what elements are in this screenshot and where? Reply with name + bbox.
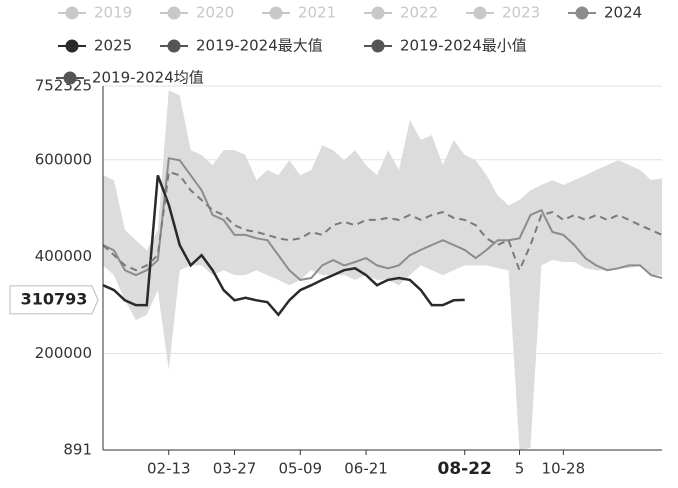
legend-label: 2019-2024最大值 [196,37,323,55]
legend-marker [65,6,79,20]
x-tick-label: 5 [515,460,525,478]
legend-marker [371,39,385,53]
legend-item[interactable]: 2019-2024最小值 [364,37,527,55]
legend-item[interactable]: 2019-2024均值 [56,69,204,87]
legend-label: 2022 [400,4,438,22]
legend-item[interactable]: 2020 [160,4,234,22]
x-tick-label: 10-28 [542,460,586,478]
y-tick-label: 891 [63,441,92,459]
x-tick-label: 06-21 [344,460,388,478]
y-tick-label: 600000 [35,150,92,168]
legend-label: 2020 [196,4,234,22]
legend-marker [371,6,385,20]
legend-marker [269,6,283,20]
x-tick-label: 03-27 [213,460,257,478]
series-line [102,170,663,273]
series-line [102,174,465,317]
legend-label: 2025 [94,37,132,55]
y-tick-label: 400000 [35,247,92,265]
legend-marker [167,39,181,53]
range-band [103,90,662,450]
legend-label: 2023 [502,4,540,22]
legend-item[interactable]: 2025 [58,37,132,55]
x-tick-label: 05-09 [278,460,322,478]
legend-marker [63,71,77,85]
legend-item[interactable]: 2023 [466,4,540,22]
x-tick-label: 02-13 [147,460,191,478]
legend-label: 2021 [298,4,336,22]
series-line [102,157,663,281]
axis-pointer-y-label: 310793 [21,289,88,308]
legend-marker [575,6,589,20]
legend-item[interactable]: 2021 [262,4,336,22]
legend-item[interactable]: 2019-2024最大值 [160,37,323,55]
legend-item[interactable]: 2019 [58,4,132,22]
legend-label: 2019 [94,4,132,22]
legend-item[interactable]: 2022 [364,4,438,22]
legend-label: 2019-2024最小值 [400,37,527,55]
legend-marker [473,6,487,20]
legend-marker [167,6,181,20]
legend-marker [65,39,79,53]
y-tick-label: 752325 [35,77,92,95]
legend-item[interactable]: 2024 [568,4,642,22]
y-tick-label: 200000 [35,344,92,362]
axis-pointer-x-label: 08-22 [438,459,492,479]
axis-pointer-box [9,285,99,315]
legend-label: 2024 [604,4,642,22]
legend-label: 2019-2024均值 [92,69,204,87]
